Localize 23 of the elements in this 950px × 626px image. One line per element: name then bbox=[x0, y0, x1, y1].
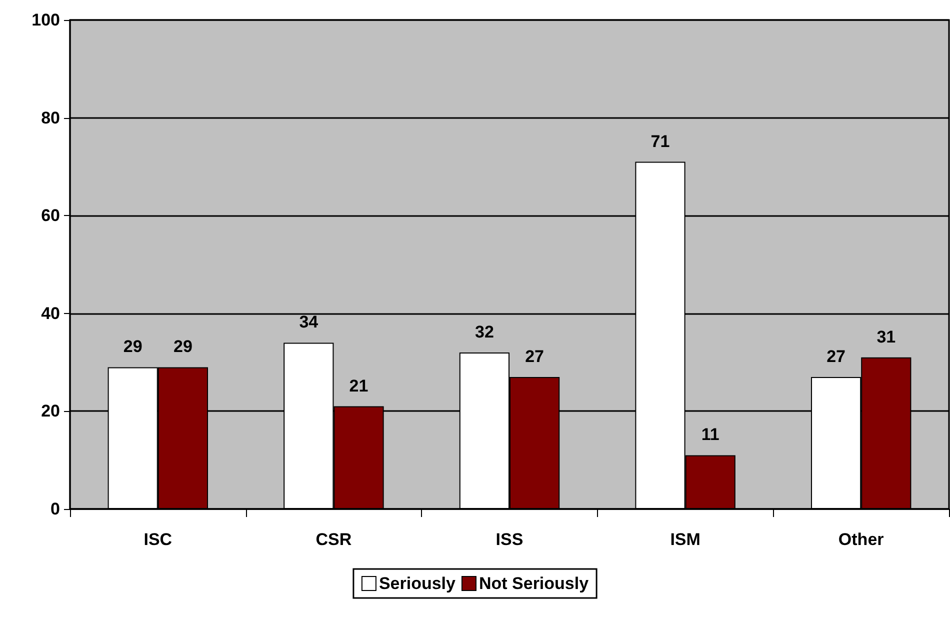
y-tick-label: 20 bbox=[41, 402, 60, 421]
data-label: 11 bbox=[701, 425, 720, 444]
data-label: 21 bbox=[349, 376, 368, 396]
x-tick-label: Other bbox=[838, 530, 884, 549]
data-label: 27 bbox=[826, 346, 846, 366]
y-tick-label: 60 bbox=[41, 206, 60, 226]
data-label: 71 bbox=[650, 132, 670, 151]
y-tick-label: 0 bbox=[50, 500, 60, 518]
y-tick-label: 40 bbox=[41, 304, 60, 323]
y-tick-label: 80 bbox=[41, 108, 60, 128]
data-label: 34 bbox=[299, 312, 319, 332]
y-tick-label: 100 bbox=[32, 10, 60, 30]
data-label: 29 bbox=[173, 337, 192, 356]
data-label: 32 bbox=[474, 322, 494, 342]
legend-label: Not Seriously bbox=[478, 574, 590, 593]
data-label: 27 bbox=[525, 346, 544, 366]
data-label: 31 bbox=[876, 327, 896, 346]
data-label: 29 bbox=[123, 337, 142, 356]
x-tick-label: ISC bbox=[144, 530, 172, 549]
x-tick-label: CSR bbox=[316, 530, 352, 549]
legend-label: Seriously bbox=[378, 574, 456, 593]
x-tick-label: ISS bbox=[496, 530, 524, 549]
x-tick-label: ISM bbox=[670, 530, 700, 549]
